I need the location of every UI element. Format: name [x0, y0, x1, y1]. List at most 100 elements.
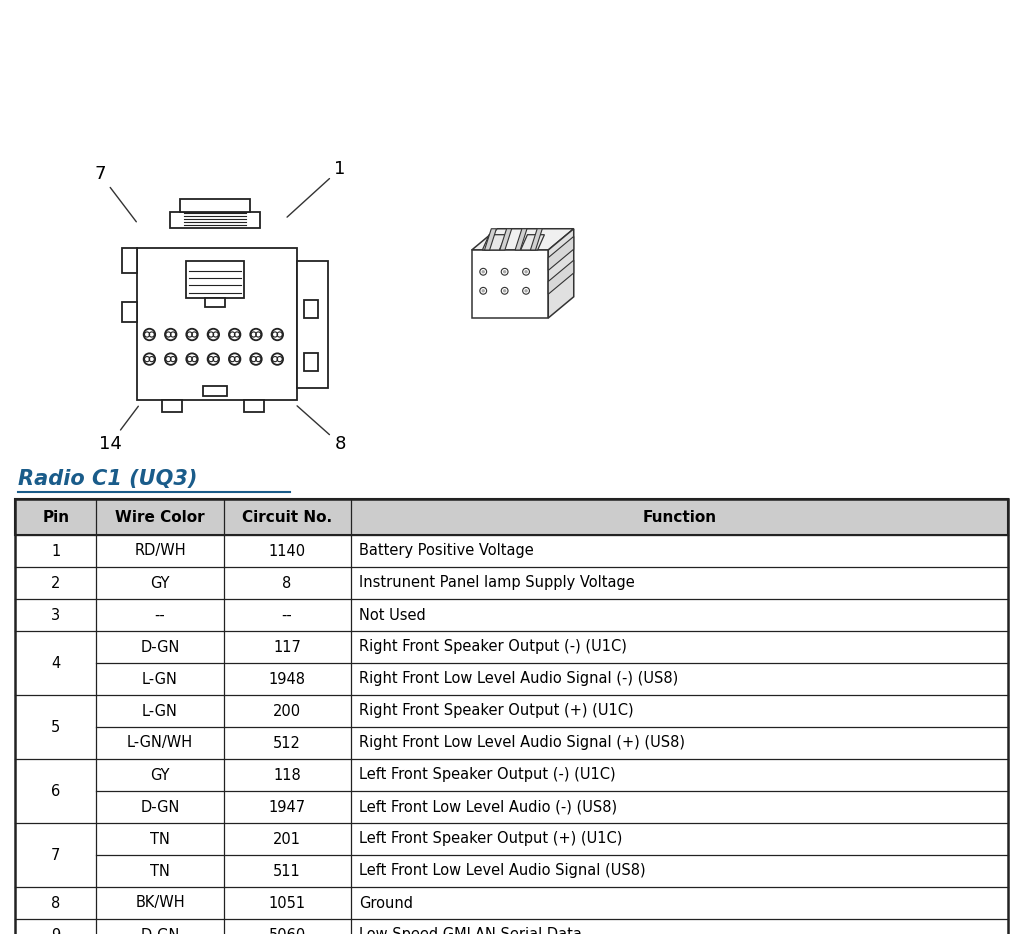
- Text: Function: Function: [642, 510, 716, 525]
- Text: Pin: Pin: [42, 510, 70, 525]
- Text: BK/WH: BK/WH: [135, 896, 185, 911]
- Polygon shape: [521, 234, 544, 250]
- Text: 9: 9: [51, 927, 60, 934]
- Text: 1: 1: [51, 544, 60, 559]
- Polygon shape: [485, 229, 496, 250]
- Text: 6: 6: [51, 784, 60, 799]
- Bar: [170, 211, 260, 228]
- Text: Right Front Speaker Output (+) (U1C): Right Front Speaker Output (+) (U1C): [359, 703, 633, 718]
- Text: 8: 8: [51, 896, 60, 911]
- Text: 5060: 5060: [268, 927, 306, 934]
- Circle shape: [272, 332, 277, 337]
- Bar: [162, 400, 182, 413]
- Text: 200: 200: [273, 703, 301, 718]
- Circle shape: [165, 329, 176, 340]
- Text: --: --: [281, 607, 293, 622]
- Circle shape: [525, 290, 528, 292]
- Bar: [472, 250, 548, 318]
- Text: 1947: 1947: [268, 800, 306, 814]
- Circle shape: [143, 329, 155, 340]
- Circle shape: [256, 332, 261, 337]
- Text: TN: TN: [150, 864, 170, 879]
- Polygon shape: [548, 261, 574, 294]
- Circle shape: [482, 290, 485, 292]
- Text: D-GN: D-GN: [140, 640, 180, 655]
- Bar: [180, 199, 250, 211]
- Circle shape: [234, 332, 239, 337]
- Text: 1948: 1948: [269, 672, 306, 686]
- Circle shape: [209, 332, 214, 337]
- Text: 117: 117: [273, 640, 301, 655]
- Circle shape: [272, 357, 277, 361]
- Bar: [203, 386, 227, 396]
- Circle shape: [166, 332, 171, 337]
- Text: --: --: [154, 607, 166, 622]
- Text: 4: 4: [51, 656, 60, 671]
- Text: 5: 5: [51, 719, 60, 734]
- Text: Left Front Speaker Output (+) (U1C): Left Front Speaker Output (+) (U1C): [359, 831, 622, 846]
- Circle shape: [208, 329, 219, 340]
- Bar: [15, 535, 1008, 567]
- Text: Instrunent Panel lamp Supply Voltage: Instrunent Panel lamp Supply Voltage: [359, 575, 634, 590]
- Circle shape: [525, 270, 528, 274]
- Bar: [15, 631, 1008, 695]
- Circle shape: [251, 329, 262, 340]
- Polygon shape: [483, 234, 506, 250]
- Circle shape: [149, 332, 154, 337]
- Text: Left Front Low Level Audio (-) (US8): Left Front Low Level Audio (-) (US8): [359, 800, 617, 814]
- Text: 7: 7: [51, 847, 60, 862]
- Text: 8: 8: [282, 575, 292, 590]
- Text: Left Front Low Level Audio Signal (US8): Left Front Low Level Audio Signal (US8): [359, 864, 646, 879]
- Circle shape: [209, 357, 214, 361]
- Text: 118: 118: [273, 768, 301, 783]
- Text: RD/WH: RD/WH: [134, 544, 186, 559]
- Text: Ground: Ground: [359, 896, 412, 911]
- Circle shape: [256, 357, 261, 361]
- Text: 2: 2: [51, 575, 60, 590]
- Text: Right Front Low Level Audio Signal (+) (US8): Right Front Low Level Audio Signal (+) (…: [359, 735, 684, 751]
- Circle shape: [503, 290, 506, 292]
- Bar: [15, 823, 1008, 887]
- Bar: [15, 599, 1008, 631]
- Bar: [304, 353, 318, 371]
- Circle shape: [482, 270, 485, 274]
- Circle shape: [230, 357, 235, 361]
- Bar: [15, 499, 1008, 535]
- Circle shape: [186, 353, 197, 365]
- Text: Left Front Speaker Output (-) (U1C): Left Front Speaker Output (-) (U1C): [359, 768, 615, 783]
- Text: D-GN: D-GN: [140, 800, 180, 814]
- Text: Low Speed GMLAN Serial Data: Low Speed GMLAN Serial Data: [359, 927, 581, 934]
- Text: TN: TN: [150, 831, 170, 846]
- Circle shape: [234, 357, 239, 361]
- Circle shape: [143, 353, 155, 365]
- Circle shape: [191, 357, 197, 361]
- Circle shape: [186, 329, 197, 340]
- Circle shape: [171, 357, 176, 361]
- Circle shape: [149, 357, 154, 361]
- Circle shape: [271, 329, 283, 340]
- Bar: [297, 261, 328, 388]
- Text: 14: 14: [98, 406, 138, 453]
- Circle shape: [271, 353, 283, 365]
- Text: Circuit No.: Circuit No.: [242, 510, 332, 525]
- Circle shape: [251, 353, 262, 365]
- Bar: [15, 499, 1008, 934]
- Bar: [205, 298, 225, 307]
- Circle shape: [251, 357, 256, 361]
- Circle shape: [208, 353, 219, 365]
- Text: D-GN: D-GN: [140, 927, 180, 934]
- Text: 1: 1: [287, 160, 346, 217]
- Text: GY: GY: [150, 575, 170, 590]
- Bar: [243, 400, 264, 413]
- Polygon shape: [548, 229, 574, 318]
- Text: 512: 512: [273, 735, 301, 751]
- Text: Not Used: Not Used: [359, 607, 426, 622]
- Text: Right Front Low Level Audio Signal (-) (US8): Right Front Low Level Audio Signal (-) (…: [359, 672, 678, 686]
- Circle shape: [229, 353, 240, 365]
- Text: GY: GY: [150, 768, 170, 783]
- Text: Battery Positive Voltage: Battery Positive Voltage: [359, 544, 533, 559]
- Bar: [15, 887, 1008, 919]
- Text: 7: 7: [94, 165, 136, 221]
- Text: 1051: 1051: [268, 896, 306, 911]
- Text: 511: 511: [273, 864, 301, 879]
